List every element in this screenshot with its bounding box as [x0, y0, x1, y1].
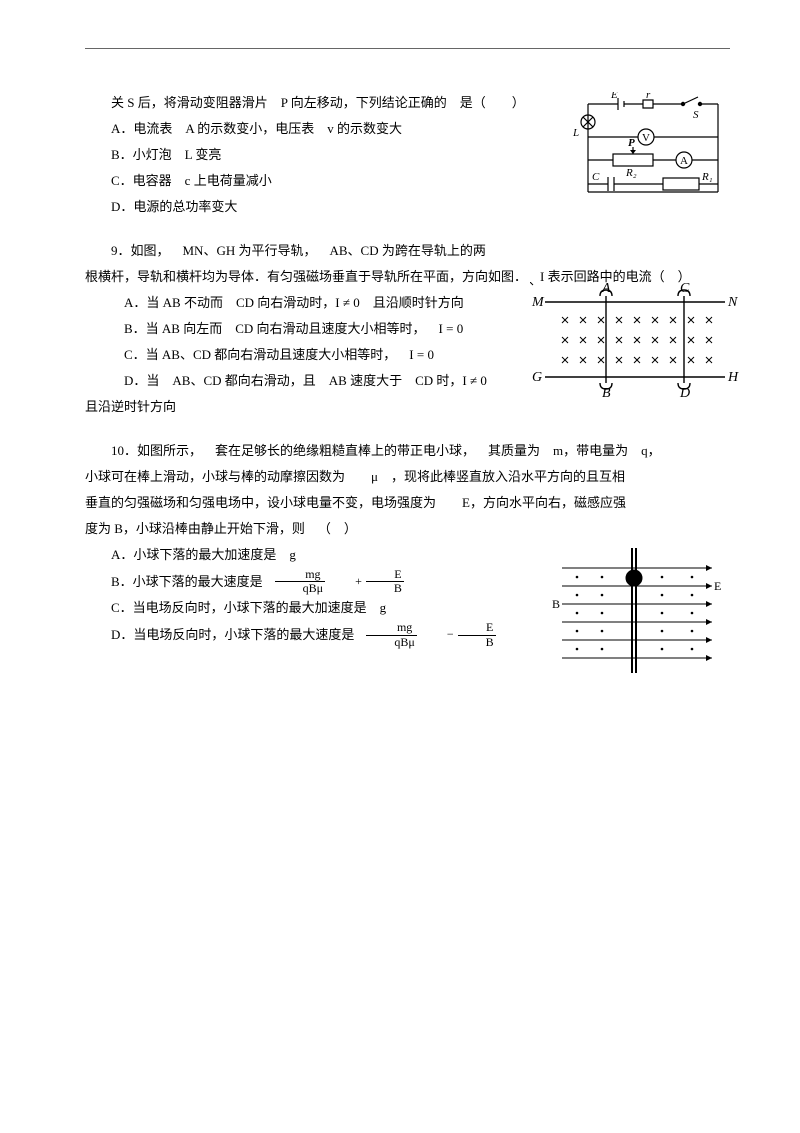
q8-label-S: S [693, 109, 699, 121]
q8-label-r: r [646, 92, 651, 101]
q8-circuit-diagram: E r S L V P R₂ A C R₁ [568, 92, 728, 202]
q10-d-prefix: D．当电场反向时，小球下落的最大速度是 [85, 622, 354, 648]
q10-b-den: qBμ [275, 582, 325, 595]
q10-label-B: B [552, 597, 560, 611]
q9-label-C: C [680, 282, 690, 296]
q9-label-N: N [727, 295, 738, 310]
q10-d-num: mg [366, 621, 416, 635]
q10-b-right-den: B [366, 582, 404, 595]
q8-label-L: L [572, 127, 579, 139]
q10-label-E: E [714, 579, 721, 593]
q9-option-d2: 且沿逆时针方向 [85, 394, 730, 420]
q9-label-G: G [532, 370, 542, 385]
q10-intro2: 小球可在棒上滑动，小球与棒的动摩擦因数为 μ ，现将此棒竖直放入沿水平方向的且互… [85, 464, 730, 490]
q10-d-den: qBμ [366, 636, 416, 649]
q10-b-right-num: E [366, 568, 404, 582]
q9-label-B: B [602, 386, 611, 397]
q10-rod-diagram: E B [552, 548, 722, 678]
q10-b-prefix: B．小球下落的最大速度是 [85, 569, 263, 595]
q8-label-V: V [642, 132, 650, 144]
q9-label-A: A [601, 282, 611, 296]
q10-intro1: 10．如图所示， 套在足够长的绝缘粗糙直棒上的带正电小球， 其质量为 m，带电量… [85, 438, 730, 464]
q10-b-formula: mg qBμ + E B [275, 568, 404, 595]
q9-label-M: M [531, 295, 545, 310]
q8-label-E: E [610, 92, 618, 101]
q8-label-P: P [628, 137, 635, 149]
q10-intro3: 垂直的匀强磁场和匀强电场中，设小球电量不变，电场强度为 E，方向水平向右，磁感应… [85, 490, 730, 516]
q10-intro4: 度为 B，小球沿棒由静止开始下滑，则 （ ） [85, 516, 730, 542]
q8-label-R2: R₂ [625, 167, 637, 179]
q8-label-A: A [680, 155, 688, 167]
page-top-rule [85, 48, 730, 49]
q9-label-D: D [679, 386, 690, 397]
q9-intro1: 9．如图， MN、GH 为平行导轨， AB、CD 为跨在导轨上的两 [85, 238, 730, 264]
q9-label-H: H [727, 370, 739, 385]
q10-d-minus: − [421, 628, 454, 641]
q10-d-right-num: E [458, 621, 496, 635]
q10-b-num: mg [275, 568, 325, 582]
q8-label-C: C [592, 171, 600, 183]
q10-d-right-den: B [458, 636, 496, 649]
q10-b-plus: + [329, 575, 362, 588]
q8-label-R1: R₁ [701, 171, 713, 183]
q10-d-formula: mg qBμ − E B [366, 621, 495, 648]
q9-rail-diagram: M N G H A C B D [530, 282, 740, 397]
